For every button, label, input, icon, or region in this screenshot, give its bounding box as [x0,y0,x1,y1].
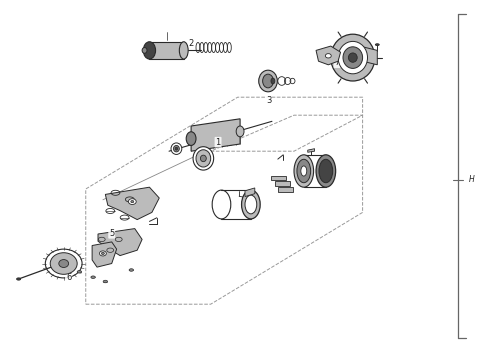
Ellipse shape [200,155,206,162]
Ellipse shape [196,150,211,167]
Polygon shape [245,188,255,197]
Ellipse shape [331,34,375,81]
Ellipse shape [193,147,214,170]
Text: 1: 1 [216,138,220,147]
Ellipse shape [245,195,257,214]
Polygon shape [363,47,377,65]
Ellipse shape [131,201,134,203]
Polygon shape [191,119,240,151]
Ellipse shape [91,276,95,279]
Ellipse shape [297,159,311,183]
Ellipse shape [179,42,188,59]
Ellipse shape [50,253,77,274]
Ellipse shape [348,53,357,62]
Ellipse shape [263,74,273,88]
Ellipse shape [99,251,106,256]
Polygon shape [92,242,117,267]
Ellipse shape [173,145,179,152]
Bar [271,176,286,180]
Polygon shape [308,149,315,152]
Ellipse shape [236,126,244,137]
Ellipse shape [319,159,333,183]
Text: 4: 4 [301,172,306,181]
Ellipse shape [325,54,331,58]
Ellipse shape [301,166,307,176]
Bar [278,187,293,192]
Text: 5: 5 [109,229,114,238]
Ellipse shape [59,260,69,267]
Polygon shape [98,229,142,256]
Ellipse shape [171,143,182,154]
Ellipse shape [271,78,275,84]
Ellipse shape [343,47,363,68]
Ellipse shape [129,269,133,271]
Ellipse shape [259,70,277,92]
Ellipse shape [242,190,260,219]
Ellipse shape [77,271,81,273]
Text: 3: 3 [266,96,271,105]
Ellipse shape [103,280,108,283]
Polygon shape [105,187,159,220]
Ellipse shape [294,155,314,187]
Text: H: H [468,175,474,184]
Ellipse shape [338,41,368,74]
Ellipse shape [142,48,147,53]
Text: 6: 6 [66,274,71,282]
Polygon shape [149,42,184,59]
Ellipse shape [101,252,104,255]
Ellipse shape [175,147,177,150]
Ellipse shape [143,42,156,59]
Text: 7: 7 [335,58,340,67]
Text: 2: 2 [189,40,194,49]
Polygon shape [316,46,341,65]
Ellipse shape [17,278,21,280]
Ellipse shape [186,132,196,145]
Bar [275,181,290,186]
Ellipse shape [128,199,136,204]
Ellipse shape [375,44,379,45]
Ellipse shape [316,155,336,187]
